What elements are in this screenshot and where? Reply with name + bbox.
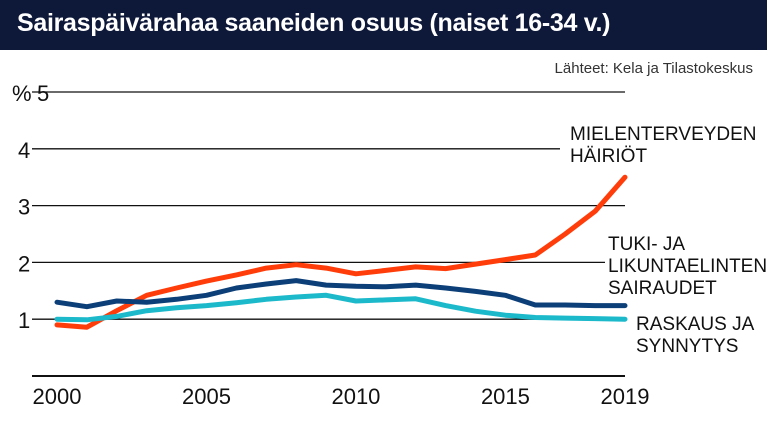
series-label: SAIRAUDET [608, 278, 717, 299]
y-axis-unit: % [12, 81, 32, 106]
title-bar: Sairaspäivärahaa saaneiden osuus (naiset… [0, 0, 767, 50]
series-label: HÄIRIÖT [570, 146, 647, 167]
y-tick-label: 3 [18, 195, 30, 220]
x-tick-label: 2019 [601, 384, 650, 409]
chart-title: Sairaspäivärahaa saaneiden osuus (naiset… [17, 9, 611, 37]
series-line-2 [54, 292, 628, 323]
series-line-0 [54, 174, 628, 330]
source-note: Lähteet: Kela ja Tilastokeskus [554, 60, 753, 77]
x-tick-label: 2000 [33, 384, 82, 409]
series-label: TUKI- JA [608, 234, 685, 255]
series-label: RASKAUS JA [636, 314, 755, 335]
x-tick-label: 2015 [481, 384, 530, 409]
x-tick-label: 2010 [331, 384, 380, 409]
series-label: LIKUNTAELINTEN [608, 256, 767, 277]
x-tick-label: 2005 [182, 384, 231, 409]
series-label: MIELENTERVEYDEN [570, 124, 757, 145]
y-tick-label: 2 [18, 251, 30, 276]
series-label: SYNNYTYS [636, 336, 738, 357]
y-tick-label: 5 [37, 81, 49, 106]
y-tick-label: 1 [18, 308, 30, 333]
series-line-1 [54, 278, 628, 310]
y-tick-label: 4 [18, 138, 30, 163]
